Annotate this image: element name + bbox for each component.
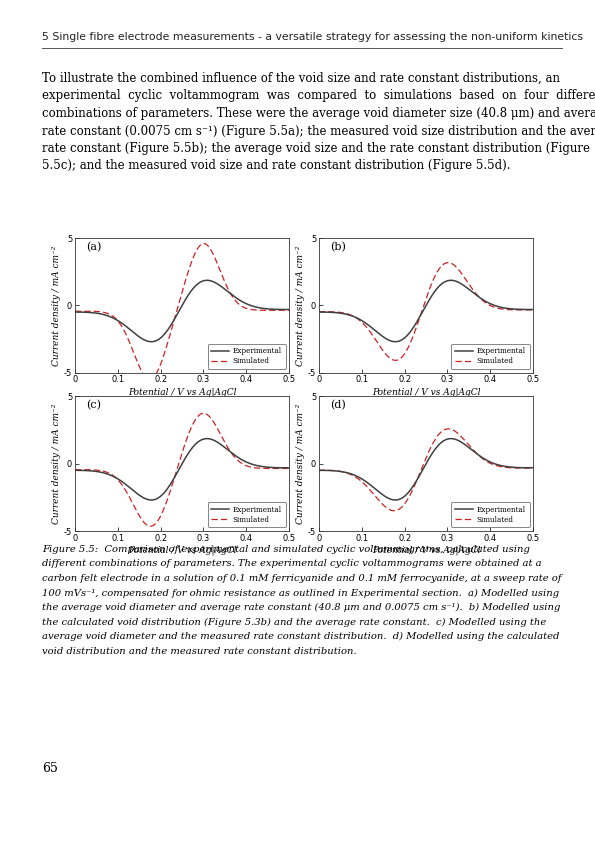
Text: void distribution and the measured rate constant distribution.: void distribution and the measured rate … <box>42 647 357 656</box>
Text: carbon felt electrode in a solution of 0.1 mM ferricyanide and 0.1 mM ferrocyani: carbon felt electrode in a solution of 0… <box>42 574 562 583</box>
Text: experimental  cyclic  voltammogram  was  compared  to  simulations  based  on  f: experimental cyclic voltammogram was com… <box>42 89 595 103</box>
X-axis label: Potential / V vs Ag|AgCl: Potential / V vs Ag|AgCl <box>128 546 236 555</box>
Text: different combinations of parameters. The experimental cyclic voltammograms were: different combinations of parameters. Th… <box>42 559 542 568</box>
Text: rate constant (Figure 5.5b); the average void size and the rate constant distrib: rate constant (Figure 5.5b); the average… <box>42 142 590 155</box>
Text: (c): (c) <box>86 400 101 411</box>
Legend: Experimental, Simulated: Experimental, Simulated <box>208 344 286 369</box>
X-axis label: Potential / V vs Ag|AgCl: Potential / V vs Ag|AgCl <box>372 387 480 397</box>
Text: (a): (a) <box>86 242 101 253</box>
Text: 100 mVs⁻¹, compensated for ohmic resistance as outlined in Experimental section.: 100 mVs⁻¹, compensated for ohmic resista… <box>42 589 559 598</box>
Legend: Experimental, Simulated: Experimental, Simulated <box>208 502 286 527</box>
Text: rate constant (0.0075 cm s⁻¹) (Figure 5.5a); the measured void size distribution: rate constant (0.0075 cm s⁻¹) (Figure 5.… <box>42 125 595 137</box>
Text: the average void diameter and average rate constant (40.8 μm and 0.0075 cm s⁻¹).: the average void diameter and average ra… <box>42 603 560 612</box>
X-axis label: Potential / V vs Ag|AgCl: Potential / V vs Ag|AgCl <box>128 387 236 397</box>
X-axis label: Potential / V vs Ag|AgCl: Potential / V vs Ag|AgCl <box>372 546 480 555</box>
Text: To illustrate the combined influence of the void size and rate constant distribu: To illustrate the combined influence of … <box>42 72 560 85</box>
Text: combinations of parameters. These were the average void diameter size (40.8 μm) : combinations of parameters. These were t… <box>42 107 595 120</box>
Text: 65: 65 <box>42 762 58 775</box>
Y-axis label: Current density / mA cm⁻²: Current density / mA cm⁻² <box>52 245 61 365</box>
Y-axis label: Current density / mA cm⁻²: Current density / mA cm⁻² <box>296 245 305 365</box>
Y-axis label: Current density / mA cm⁻²: Current density / mA cm⁻² <box>296 403 305 524</box>
Legend: Experimental, Simulated: Experimental, Simulated <box>452 344 530 369</box>
Y-axis label: Current density / mA cm⁻²: Current density / mA cm⁻² <box>52 403 61 524</box>
Text: the calculated void distribution (Figure 5.3b) and the average rate constant.  c: the calculated void distribution (Figure… <box>42 617 546 626</box>
Text: (b): (b) <box>330 242 346 253</box>
Text: 5 Single fibre electrode measurements - a versatile strategy for assessing the n: 5 Single fibre electrode measurements - … <box>42 32 583 42</box>
Text: 5.5c); and the measured void size and rate constant distribution (Figure 5.5d).: 5.5c); and the measured void size and ra… <box>42 159 511 173</box>
Text: average void diameter and the measured rate constant distribution.  d) Modelled : average void diameter and the measured r… <box>42 632 560 641</box>
Legend: Experimental, Simulated: Experimental, Simulated <box>452 502 530 527</box>
Text: Figure 5.5:  Comparison of experimental and simulated cyclic voltammograms, calc: Figure 5.5: Comparison of experimental a… <box>42 545 530 554</box>
Text: (d): (d) <box>330 400 345 411</box>
